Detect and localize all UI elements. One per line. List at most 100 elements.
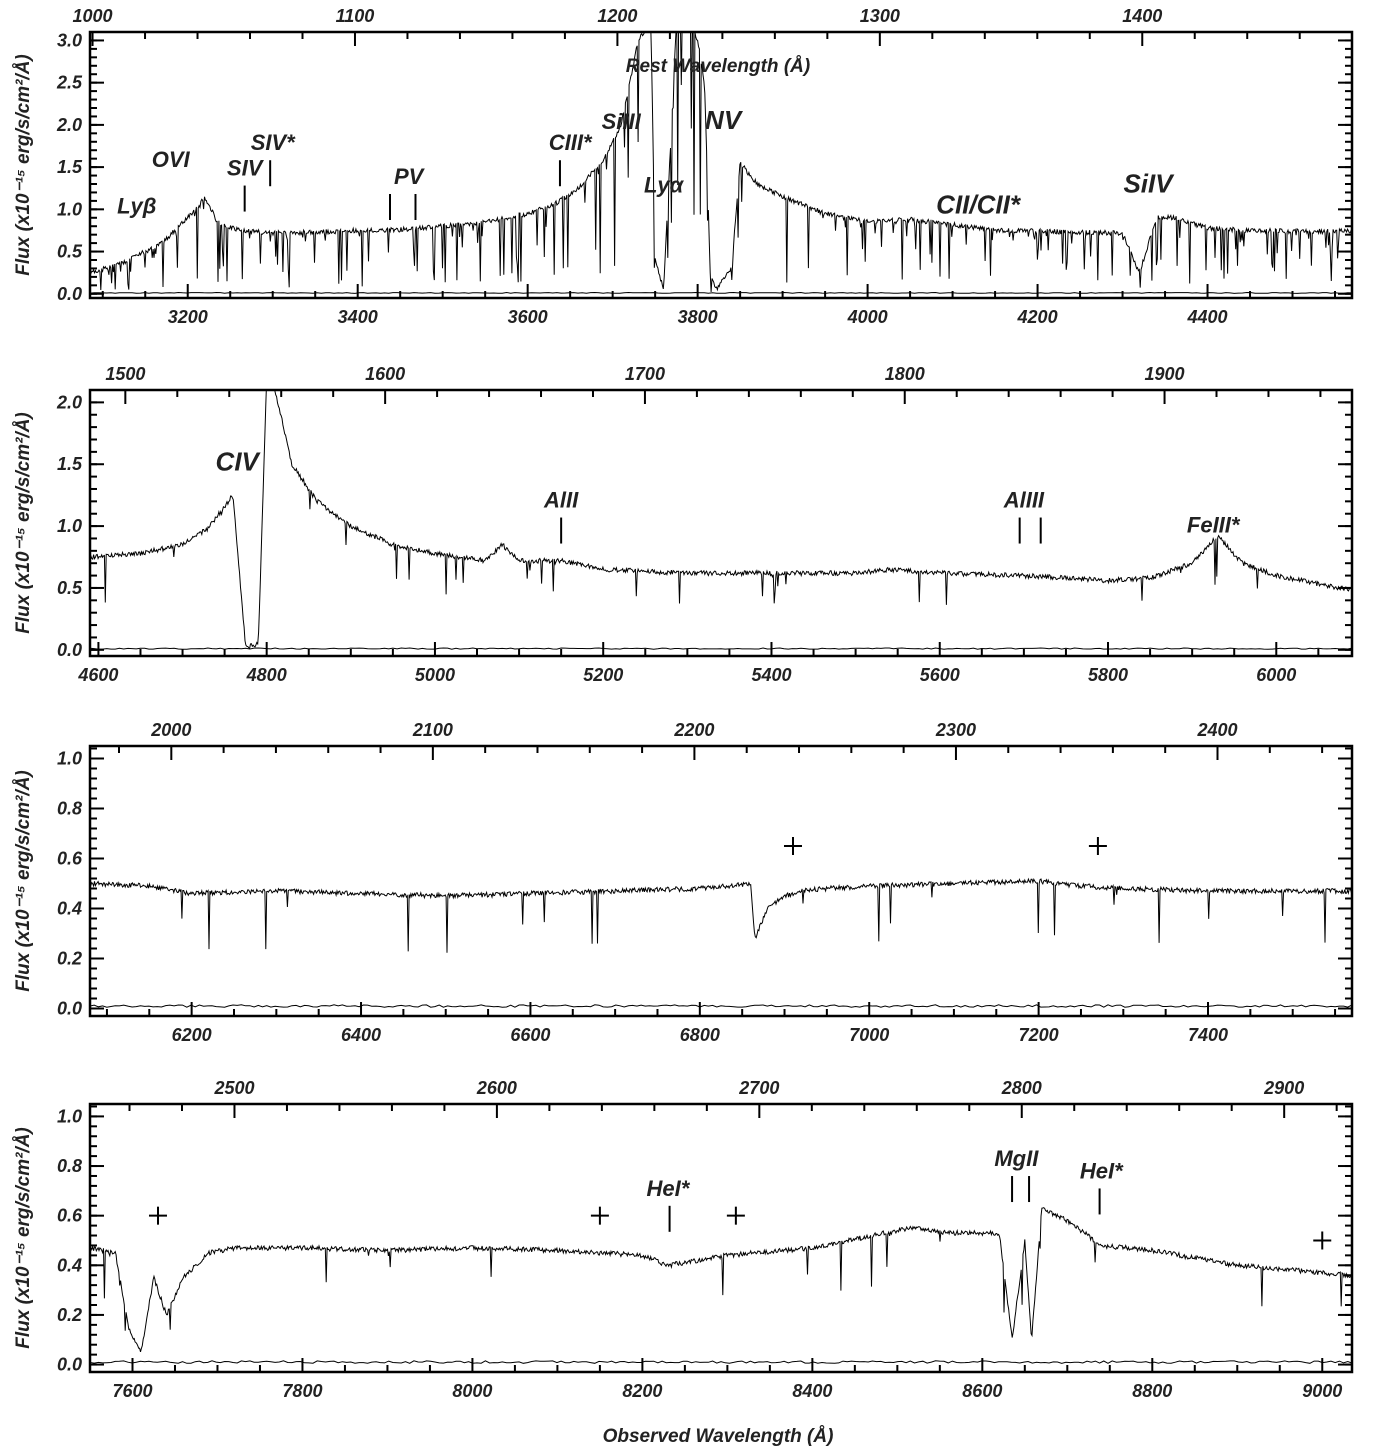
line-id-label: Lyβ bbox=[117, 194, 156, 219]
line-id-label: AlII bbox=[543, 488, 579, 513]
plot-frame bbox=[88, 744, 1354, 1018]
top-tick-label: 2100 bbox=[412, 720, 453, 740]
y-tick-label: 0.0 bbox=[57, 1355, 82, 1375]
top-tick-label: 1400 bbox=[1122, 6, 1162, 26]
y-tick-label: 0.0 bbox=[57, 999, 82, 1019]
top-tick-label: 1900 bbox=[1145, 364, 1185, 384]
y-tick-label: 0.8 bbox=[57, 799, 82, 819]
y-tick-label: 0.4 bbox=[57, 899, 82, 919]
error-spectrum-line bbox=[90, 291, 1352, 294]
panel-1: 3200 3400 3600 3800 4000 4200 4400 1000 1100 1200… bbox=[13, 6, 1354, 327]
panel-4: 7600 7800 8000 8200 8400 8600 8800 9000 2500 2600… bbox=[13, 1078, 1354, 1401]
y-tick-label: 0.0 bbox=[57, 640, 82, 660]
top-tick-label: 1600 bbox=[365, 364, 405, 384]
line-id-label: PV bbox=[394, 164, 426, 189]
panel-3: 6200 6400 6600 6800 7000 7200 7400 2000 2100 2200… bbox=[13, 720, 1354, 1045]
x-tick-label: 4000 bbox=[847, 307, 888, 327]
top-tick-label: 2400 bbox=[1196, 720, 1237, 740]
line-id-label: NV bbox=[705, 105, 744, 135]
y-axis-title: Flux (x10⁻¹⁵ erg/s/cm²/Å) bbox=[13, 1127, 34, 1349]
x-tick-label: 3200 bbox=[168, 307, 208, 327]
y-tick-label: 1.0 bbox=[57, 199, 82, 219]
x-tick-label: 5000 bbox=[415, 665, 455, 685]
top-tick-label: 1300 bbox=[860, 6, 900, 26]
line-id-label: Lyα bbox=[644, 172, 685, 197]
y-tick-label: 2.0 bbox=[56, 392, 82, 412]
x-tick-label: 8400 bbox=[792, 1381, 832, 1401]
flux-spectrum-line bbox=[90, 877, 1352, 953]
y-tick-label: 0.6 bbox=[57, 849, 83, 869]
top-tick-label: 1700 bbox=[625, 364, 665, 384]
line-id-label: MgII bbox=[994, 1146, 1039, 1171]
flux-spectrum-line bbox=[90, 390, 1352, 650]
x-tick-label: 4800 bbox=[246, 665, 287, 685]
observed-wavelength-title: Observed Wavelength (Å) bbox=[603, 1426, 834, 1447]
panel-2: 4600 4800 5000 5200 5400 5600 5800 6000 1500 1600… bbox=[13, 364, 1354, 685]
y-tick-label: 1.0 bbox=[57, 1106, 82, 1126]
line-id-label: SiIV bbox=[1123, 168, 1175, 198]
x-tick-label: 8800 bbox=[1132, 1381, 1172, 1401]
plot-frame bbox=[88, 30, 1354, 300]
top-tick-label: 1800 bbox=[885, 364, 925, 384]
y-tick-label: 1.5 bbox=[57, 157, 83, 177]
line-id-label: SIV bbox=[227, 156, 265, 181]
y-tick-label: 2.5 bbox=[56, 73, 83, 93]
plot-frame bbox=[88, 388, 1354, 658]
x-tick-label: 5400 bbox=[751, 665, 791, 685]
y-tick-label: 1.0 bbox=[57, 749, 82, 769]
flux-spectrum-line bbox=[90, 1207, 1352, 1353]
y-tick-label: 0.5 bbox=[57, 242, 83, 262]
x-tick-label: 7600 bbox=[112, 1381, 152, 1401]
x-tick-label: 4400 bbox=[1187, 307, 1228, 327]
x-tick-label: 7000 bbox=[849, 1025, 889, 1045]
line-id-label: CIII* bbox=[549, 130, 593, 155]
x-tick-label: 6800 bbox=[680, 1025, 720, 1045]
x-tick-label: 3800 bbox=[678, 307, 718, 327]
y-axis-title: Flux (x10⁻¹⁵ erg/s/cm²/Å) bbox=[13, 770, 34, 992]
x-tick-label: 6000 bbox=[1256, 665, 1296, 685]
y-axis-title: Flux (x10⁻¹⁵ erg/s/cm²/Å) bbox=[13, 54, 34, 276]
top-tick-label: 2500 bbox=[213, 1078, 254, 1098]
top-tick-label: 1100 bbox=[336, 6, 375, 26]
x-tick-label: 5800 bbox=[1088, 665, 1128, 685]
plot-frame bbox=[88, 1102, 1354, 1374]
top-tick-label: 2800 bbox=[1001, 1078, 1042, 1098]
x-tick-label: 8200 bbox=[622, 1381, 662, 1401]
x-tick-label: 4200 bbox=[1017, 307, 1058, 327]
line-id-label: SIV* bbox=[251, 130, 296, 155]
line-id-label: OVI bbox=[152, 147, 191, 172]
error-spectrum-line bbox=[90, 1004, 1352, 1008]
top-tick-label: 1200 bbox=[597, 6, 637, 26]
top-tick-label: 2700 bbox=[738, 1078, 779, 1098]
y-tick-label: 0.8 bbox=[57, 1156, 82, 1176]
line-id-label: CIV bbox=[216, 446, 262, 476]
x-tick-label: 7800 bbox=[282, 1381, 322, 1401]
y-tick-label: 0.6 bbox=[57, 1206, 83, 1226]
line-id-label: CII/CII* bbox=[936, 190, 1022, 220]
error-spectrum-line bbox=[90, 1360, 1352, 1364]
flux-spectrum-line bbox=[90, 32, 1352, 293]
line-id-label: HeI* bbox=[1080, 1158, 1124, 1183]
x-tick-label: 6400 bbox=[341, 1025, 381, 1045]
line-id-label: SiIII bbox=[602, 109, 642, 134]
top-tick-label: 2000 bbox=[150, 720, 191, 740]
x-tick-label: 5200 bbox=[583, 665, 623, 685]
y-tick-label: 0.0 bbox=[57, 284, 82, 304]
line-id-label: HeI* bbox=[646, 1176, 690, 1201]
top-tick-label: 2300 bbox=[935, 720, 976, 740]
top-tick-label: 2900 bbox=[1263, 1078, 1304, 1098]
x-tick-label: 8600 bbox=[962, 1381, 1002, 1401]
x-tick-label: 6200 bbox=[172, 1025, 212, 1045]
x-tick-label: 3400 bbox=[338, 307, 378, 327]
y-tick-label: 0.5 bbox=[57, 578, 83, 598]
rest-wavelength-title: Rest Wavelength (Å) bbox=[626, 56, 810, 77]
x-tick-label: 7200 bbox=[1019, 1025, 1059, 1045]
x-tick-label: 4600 bbox=[77, 665, 118, 685]
y-tick-label: 0.2 bbox=[57, 1305, 82, 1325]
y-tick-label: 0.2 bbox=[57, 949, 82, 969]
x-tick-label: 8000 bbox=[452, 1381, 492, 1401]
y-tick-label: 0.4 bbox=[57, 1255, 82, 1275]
y-tick-label: 1.0 bbox=[57, 516, 82, 536]
top-tick-label: 2200 bbox=[673, 720, 714, 740]
